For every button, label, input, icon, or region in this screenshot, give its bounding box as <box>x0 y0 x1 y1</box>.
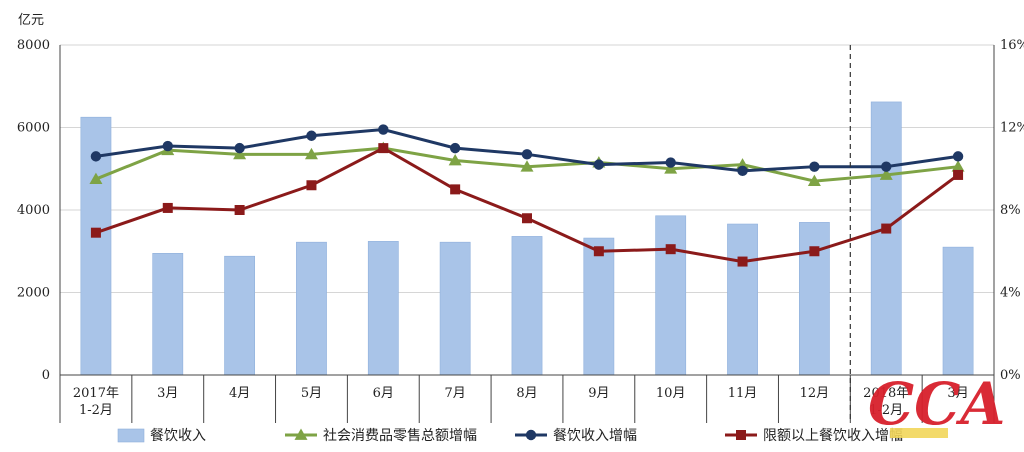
category-label: 2017年 <box>73 386 119 401</box>
series-point <box>448 154 462 166</box>
category-label: 3月 <box>947 386 968 401</box>
series-point <box>593 246 604 257</box>
left-tick-label: 2000 <box>17 286 50 301</box>
legend-marker <box>525 429 537 441</box>
watermark-logo: CCA <box>868 370 1005 438</box>
series-point <box>736 158 750 170</box>
category-label: 5月 <box>301 386 322 401</box>
series-point <box>520 160 534 172</box>
bar <box>870 101 902 376</box>
category-label: 3月 <box>157 386 178 401</box>
series-point <box>234 205 245 215</box>
category-label: 9月 <box>588 386 609 401</box>
series-point <box>450 184 461 195</box>
series-point <box>449 142 461 154</box>
watermark-band <box>890 428 948 438</box>
series-point <box>953 169 964 180</box>
series-point <box>89 172 103 184</box>
right-tick-label: 8% <box>1000 203 1021 218</box>
category-label: 12月 <box>800 386 830 401</box>
category-label: 1-2月 <box>79 403 113 418</box>
bar <box>152 253 184 376</box>
axes: 0 2000 4000 6000 8000 0% 4% 8% 12% 16% 2017年 1-2月 3月… <box>17 38 1024 423</box>
bar <box>367 241 399 376</box>
category-label: 2018年 <box>863 386 909 401</box>
series-point <box>664 162 678 174</box>
bar <box>655 215 687 376</box>
bar <box>296 241 327 376</box>
bar <box>798 222 830 376</box>
left-tick-label: 6000 <box>17 121 50 136</box>
series-point <box>737 165 748 177</box>
right-tick-label: 0% <box>1000 368 1021 383</box>
series-point <box>90 227 101 238</box>
legend-label: 限额以上餐饮收入增幅 <box>763 428 903 444</box>
series-point <box>952 151 964 162</box>
series-point <box>809 246 820 257</box>
category-label: 6月 <box>373 386 394 401</box>
left-tick-label: 4000 <box>17 203 50 218</box>
bar <box>583 237 615 376</box>
series-point <box>665 244 676 255</box>
legend-label: 餐饮收入 <box>150 428 206 444</box>
line-series <box>89 124 965 267</box>
series-point <box>593 159 605 170</box>
series-point <box>881 223 892 234</box>
series-point <box>521 149 533 160</box>
series-point <box>881 161 892 172</box>
series-point <box>879 168 893 180</box>
series-point <box>306 180 317 191</box>
left-tick-label: 8000 <box>17 38 50 53</box>
legend-label: 社会消费品零售总额增幅 <box>323 428 477 444</box>
category-label: 11月 <box>728 386 758 401</box>
category-label: 7月 <box>445 386 466 401</box>
category-label: 4月 <box>229 386 250 401</box>
legend-swatch <box>117 428 145 443</box>
category-label: 10月 <box>656 386 686 401</box>
left-axis-unit: 亿元 <box>18 13 44 28</box>
category-label: 1-2月 <box>869 403 903 418</box>
bar <box>727 223 758 376</box>
series-point <box>809 161 820 172</box>
watermark-text: CCA <box>868 370 1005 438</box>
legend-marker <box>736 430 746 440</box>
series-point <box>807 174 821 186</box>
series-point <box>378 124 389 135</box>
category-label: 8月 <box>516 386 537 401</box>
left-tick-label: 0 <box>42 368 50 383</box>
series-point <box>951 160 965 172</box>
right-tick-label: 12% <box>1000 121 1024 136</box>
series-point <box>522 213 532 224</box>
series-point <box>234 142 245 154</box>
right-tick-label: 4% <box>1000 286 1021 301</box>
series-point <box>304 147 318 160</box>
series-point <box>306 130 317 141</box>
series-point <box>233 147 247 160</box>
legend-label: 餐饮收入增幅 <box>553 428 637 444</box>
series-point <box>162 202 173 213</box>
series-point <box>737 256 748 267</box>
series-point <box>378 143 389 154</box>
bar <box>942 246 974 376</box>
legend: 餐饮收入 社会消费品零售总额增幅 餐饮收入增幅 限额以上餐饮收入增幅 <box>117 428 903 444</box>
right-tick-label: 16% <box>1000 38 1024 53</box>
bar <box>439 241 471 376</box>
series-point <box>162 140 173 152</box>
bar <box>224 255 256 376</box>
legend-marker <box>294 428 308 440</box>
series-point <box>90 151 102 162</box>
series-point <box>665 157 676 168</box>
bar <box>511 236 543 376</box>
bar-series <box>80 101 974 376</box>
